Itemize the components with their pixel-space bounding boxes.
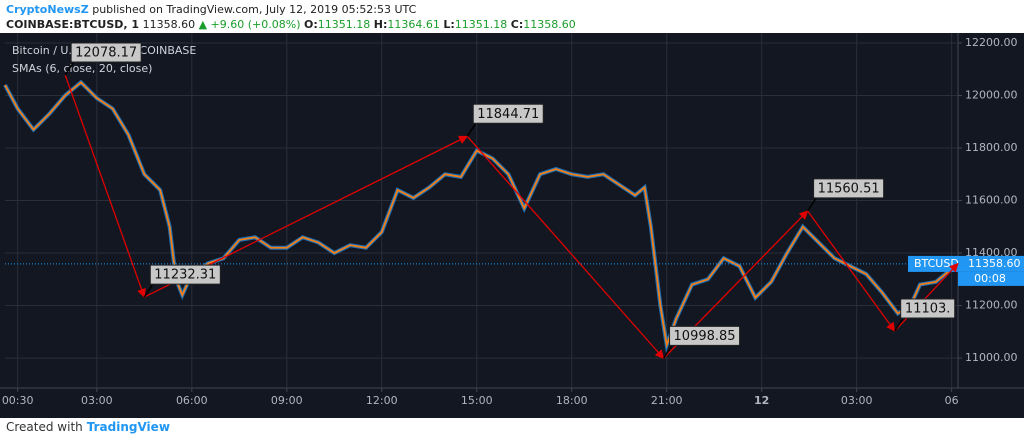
annotation-box <box>149 264 221 285</box>
countdown: 00:08 <box>974 272 1006 285</box>
annotation-pointer <box>64 62 74 76</box>
current-price-label: 11358.60 <box>968 257 1021 270</box>
annotation-label: 11103. <box>905 302 951 317</box>
annotation-box <box>70 42 142 63</box>
x-tick-label: 06 <box>945 394 959 407</box>
x-tick-label: 15:00 <box>461 394 493 407</box>
annotation-pointer <box>143 284 153 298</box>
trend-arrow <box>894 262 959 332</box>
annotation-box <box>813 178 885 199</box>
ohlc-item: O:11351.18 <box>300 18 370 31</box>
chart-subtitle: SMAs (6, close, 20, close) <box>12 62 152 75</box>
x-tick-label: 12 <box>754 394 769 407</box>
annotation-pointer <box>806 198 817 212</box>
y-tick-label: 11400.00 <box>965 246 1018 259</box>
plot: BTCUSD 11358.60 00:08 <box>3 79 1024 353</box>
header: CryptoNewsZ published on TradingView.com… <box>6 2 576 32</box>
trend-arrow <box>466 135 665 360</box>
trend-arrow <box>64 74 146 298</box>
ohlc-value: 11351.18 <box>454 18 508 31</box>
ohlc-label: H: <box>373 18 388 31</box>
annotation-label: 12078.17 <box>75 45 137 60</box>
y-tick-label: 12200.00 <box>965 36 1018 49</box>
chart: 11000.00 11200.00 11400.00 11600.00 11800.00… <box>0 33 1024 418</box>
brand[interactable]: TradingView <box>86 420 170 434</box>
ohlc-label: O: <box>303 18 318 31</box>
annotation-label: 11232.31 <box>154 268 216 283</box>
ohlc-item: L:11351.18 <box>440 18 507 31</box>
price-line <box>4 81 959 349</box>
y-tick-label: 11800.00 <box>965 141 1018 154</box>
change: ▲ +9.60 (+0.08%) <box>198 18 301 31</box>
chart-background <box>0 33 1024 418</box>
symbol: COINBASE:BTCUSD, 1 <box>6 18 140 31</box>
x-tick-label: 12:00 <box>366 394 398 407</box>
trend-arrow <box>807 210 896 332</box>
ohlc-item: C:11358.60 <box>507 18 576 31</box>
ohlc: O:11351.18 H:11364.61 L:11351.18 C:11358… <box>300 18 576 31</box>
y-tick-label: 11000.00 <box>965 351 1018 364</box>
annotation-label: 11560.51 <box>818 181 880 196</box>
current-price-tag <box>908 255 1024 272</box>
quote-line: COINBASE:BTCUSD, 1 11358.60 ▲ +9.60 (+0.… <box>6 17 576 32</box>
grid: 11000.00 11200.00 11400.00 11600.00 11800.00… <box>2 33 1018 407</box>
annotation-box <box>472 103 544 124</box>
annotation-label: 10998.85 <box>674 329 736 344</box>
y-tick-label: 11200.00 <box>965 299 1018 312</box>
published: published on TradingView.com, July 12, 2… <box>92 3 417 16</box>
ohlc-label: L: <box>443 18 455 31</box>
x-tick-label: 06:00 <box>176 394 208 407</box>
countdown-tag <box>958 271 1024 286</box>
publish-line: CryptoNewsZ published on TradingView.com… <box>6 2 576 17</box>
last: 11358.60 <box>142 18 196 31</box>
y-tick-label: 12000.00 <box>965 88 1018 101</box>
footer: Created with TradingView <box>6 420 170 434</box>
ohlc-item: H:11364.61 <box>370 18 440 31</box>
x-tick-label: 03:00 <box>81 394 113 407</box>
x-tick-label: 03:00 <box>841 394 873 407</box>
x-tick-label: 21:00 <box>651 394 683 407</box>
ohlc-label: C: <box>510 18 524 31</box>
annotation-box <box>669 325 741 346</box>
ohlc-value: 11351.18 <box>317 18 371 31</box>
annotation-box <box>900 298 956 319</box>
current-price-name: BTCUSD <box>914 257 959 270</box>
annotation-pointer <box>662 345 673 359</box>
x-tick-label: 09:00 <box>271 394 303 407</box>
x-tick-label: 00:30 <box>2 394 34 407</box>
ohlc-value: 11358.60 <box>523 18 576 31</box>
annotation-pointer <box>894 318 904 332</box>
annotation-pointer <box>466 123 476 137</box>
y-tick-label: 11600.00 <box>965 194 1018 207</box>
created: Created with <box>6 420 83 434</box>
annotations: 12078.17 11232.31 11844.71 10998.85 11560.51… <box>64 42 959 360</box>
annotation-label: 11844.71 <box>477 107 539 122</box>
ohlc-value: 11364.61 <box>387 18 440 31</box>
x-tick-label: 18:00 <box>556 394 588 407</box>
author[interactable]: CryptoNewsZ <box>6 3 89 16</box>
